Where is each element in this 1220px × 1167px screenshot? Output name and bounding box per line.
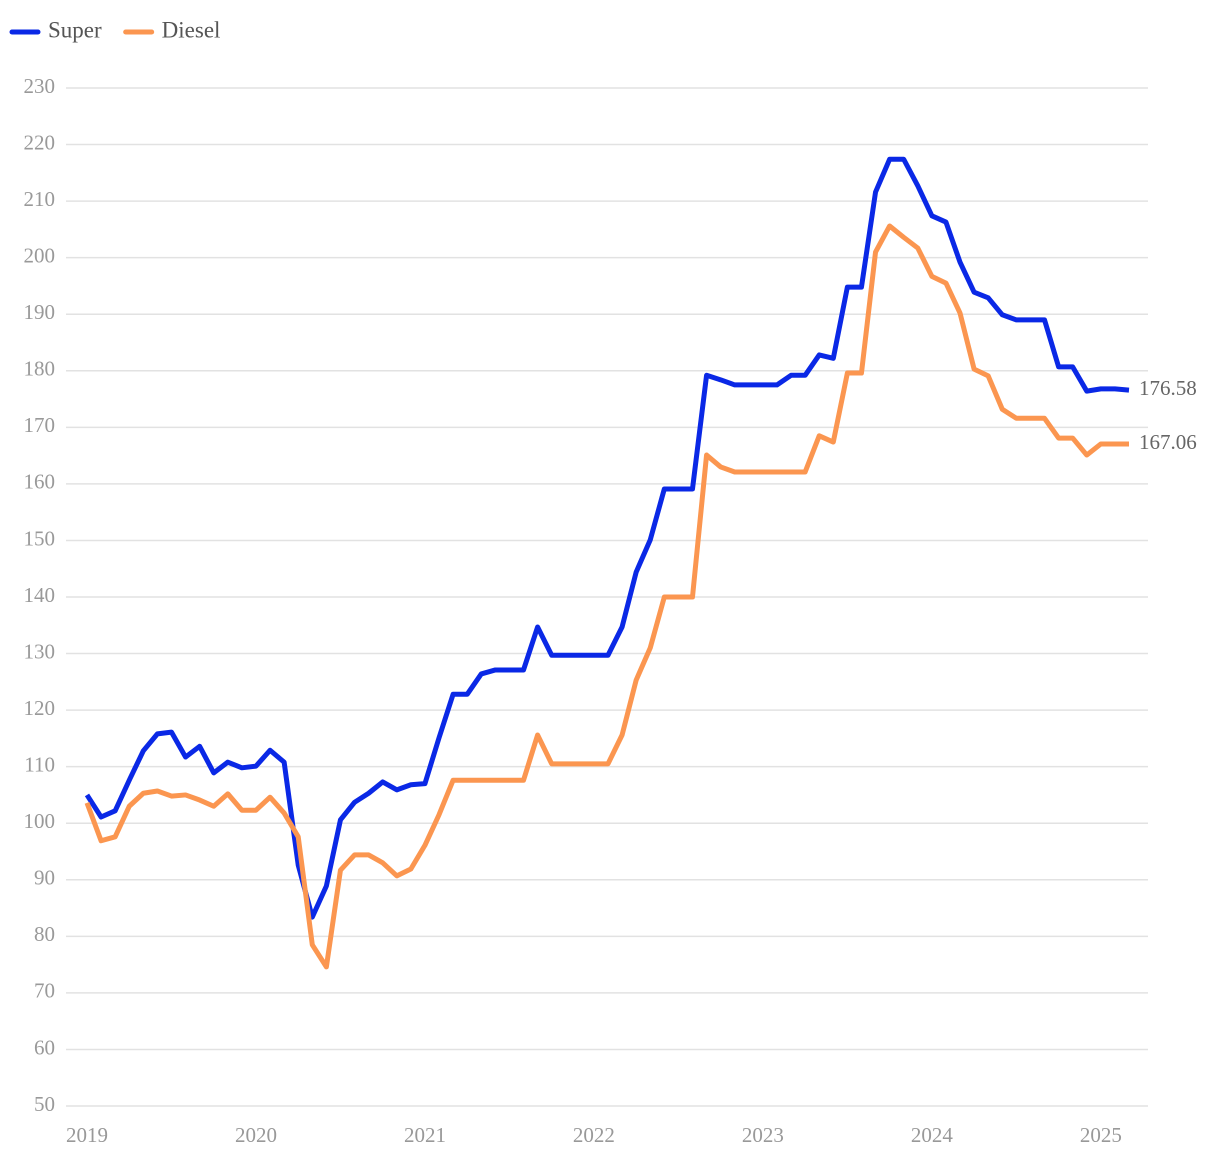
y-tick-label: 130 — [24, 639, 56, 663]
x-tick-label: 2023 — [742, 1123, 784, 1147]
y-tick-label: 210 — [24, 187, 56, 211]
series-line — [84, 223, 1129, 970]
y-tick-label: 50 — [34, 1092, 55, 1116]
series-line — [84, 156, 1130, 920]
y-tick-label: 230 — [24, 74, 56, 98]
y-tick-label: 150 — [24, 526, 56, 550]
x-tick-label: 2024 — [911, 1123, 954, 1147]
legend-label: Diesel — [162, 17, 221, 42]
y-tick-label: 80 — [34, 922, 55, 946]
y-tick-label: 110 — [24, 752, 55, 776]
y-tick-label: 220 — [24, 130, 56, 154]
y-tick-label: 140 — [24, 583, 56, 607]
y-tick-label: 190 — [24, 300, 56, 324]
y-tick-label: 180 — [24, 357, 56, 381]
end-value-label: 176.58 — [1139, 376, 1197, 400]
y-tick-label: 170 — [24, 413, 56, 437]
y-tick-label: 100 — [24, 809, 56, 833]
y-tick-label: 160 — [24, 470, 56, 494]
end-value-label: 167.06 — [1139, 430, 1197, 454]
y-tick-label: 90 — [34, 866, 55, 890]
x-tick-label: 2021 — [404, 1123, 446, 1147]
y-tick-label: 200 — [24, 243, 56, 267]
y-tick-label: 60 — [34, 1035, 55, 1059]
legend-label: Super — [48, 17, 102, 42]
y-tick-label: 120 — [24, 696, 56, 720]
y-tick-label: 70 — [34, 979, 55, 1003]
x-tick-label: 2025 — [1080, 1123, 1122, 1147]
x-tick-label: 2020 — [235, 1123, 277, 1147]
x-tick-label: 2019 — [66, 1123, 108, 1147]
x-tick-label: 2022 — [573, 1123, 615, 1147]
